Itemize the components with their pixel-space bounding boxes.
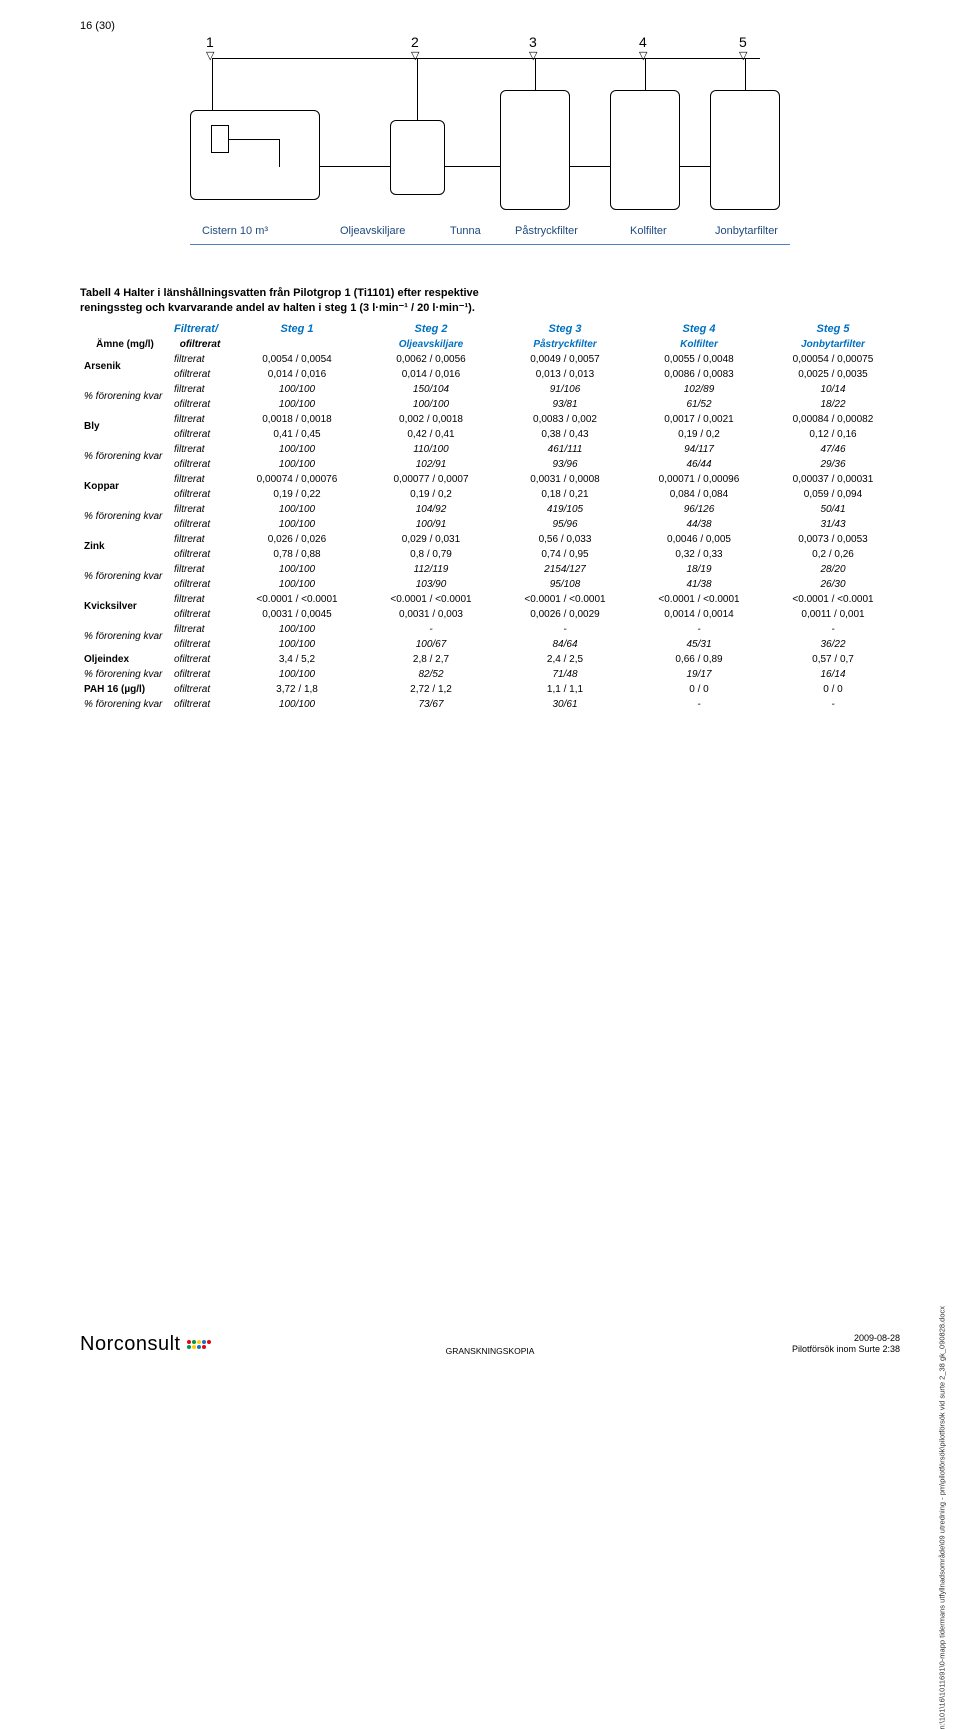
process-diagram: 1▽2▽3▽4▽5▽ Cistern 10 m³OljeavskiljareTu…	[190, 50, 790, 270]
footer: Norconsult GRANSKNINGSKOPIA 2009-08-28 P…	[80, 1333, 900, 1356]
page-number: 16 (30)	[80, 20, 900, 32]
footer-center: GRANSKNINGSKOPIA	[446, 1346, 535, 1356]
footer-right: 2009-08-28 Pilotförsök inom Surte 2:38	[792, 1333, 900, 1356]
side-path: n:\101\16\1011691\0-mapp tidermans utfyl…	[937, 1306, 946, 1729]
table-caption: Tabell 4 Halter i länshållningsvatten fr…	[80, 286, 900, 317]
data-table: Filtrerat/Steg 1Steg 2Steg 3Steg 4Steg 5…	[80, 321, 900, 712]
